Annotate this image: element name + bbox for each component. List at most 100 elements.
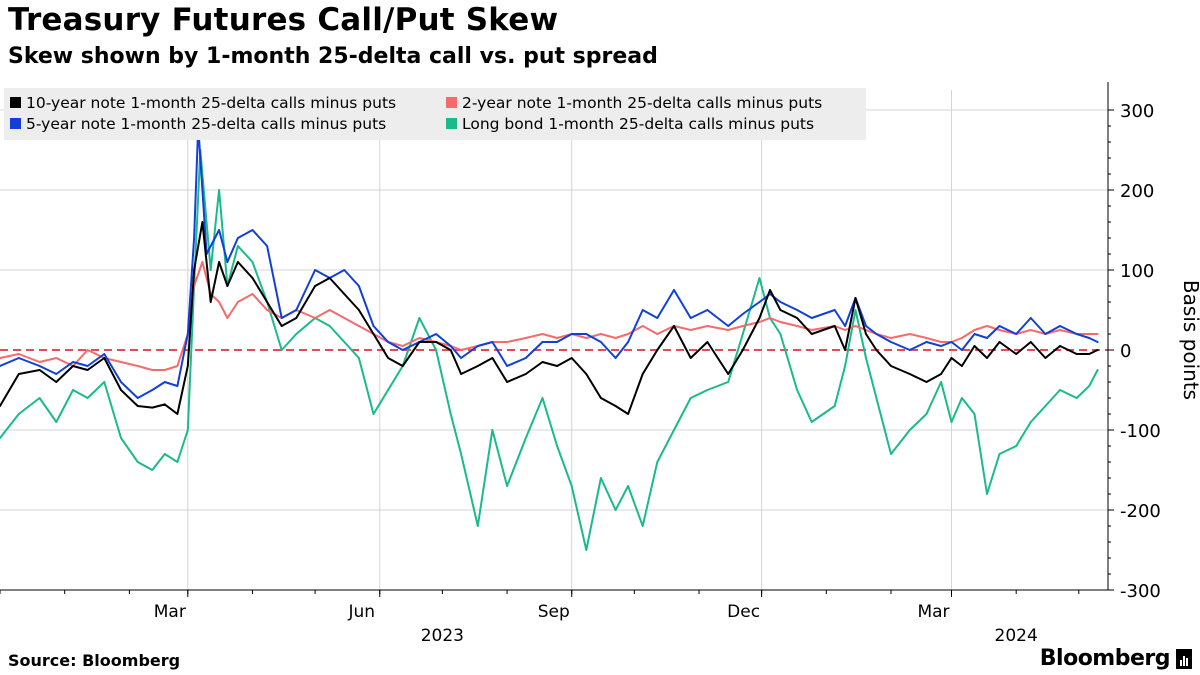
series-line-two-year (0, 261, 1099, 371)
data-point-five-year (600, 341, 602, 343)
data-point-long-bond (689, 397, 692, 399)
data-point-long-bond (890, 453, 892, 455)
data-point-long-bond (600, 477, 602, 479)
data-point-five-year (758, 301, 761, 303)
data-point-two-year (151, 369, 154, 371)
data-point-five-year (890, 341, 892, 343)
data-point-five-year (449, 345, 452, 347)
data-point-long-bond (1059, 389, 1061, 391)
data-point-two-year (779, 321, 782, 323)
data-point-long-bond (418, 317, 421, 319)
data-point-long-bond (103, 381, 106, 383)
source-note: Source: Bloomberg (8, 651, 181, 670)
data-point-long-bond (810, 421, 813, 423)
data-point-ten-year (201, 221, 204, 223)
legend-label-two-year: 2-year note 1-month 25-delta calls minus… (462, 94, 822, 112)
data-point-ten-year (627, 413, 629, 415)
data-point-long-bond (387, 389, 389, 391)
data-point-ten-year (136, 405, 139, 407)
data-point-five-year (1059, 325, 1061, 327)
data-point-ten-year (950, 357, 953, 359)
data-point-five-year (961, 349, 963, 351)
data-point-long-bond (17, 413, 20, 415)
data-point-five-year (541, 341, 544, 343)
series-line-long-bond (0, 149, 1099, 551)
y-tick-label: -100 (1120, 421, 1161, 442)
data-point-long-bond (950, 421, 953, 423)
data-point-long-bond (854, 309, 857, 311)
legend-label-long-bond: Long bond 1-month 25-delta calls minus p… (462, 115, 814, 133)
data-point-ten-year (689, 357, 692, 359)
data-point-ten-year (769, 289, 771, 291)
data-point-five-year (460, 357, 462, 359)
data-point-two-year (844, 329, 846, 331)
data-point-ten-year (449, 349, 452, 351)
data-point-two-year (176, 365, 179, 367)
y-tick-label: 0 (1120, 341, 1131, 362)
data-point-five-year (295, 309, 298, 311)
data-point-five-year (1015, 333, 1018, 335)
data-point-five-year (72, 361, 74, 363)
data-point-long-bond (1044, 405, 1047, 407)
data-point-ten-year (706, 341, 709, 343)
data-point-long-bond (641, 525, 644, 527)
data-point-five-year (86, 365, 89, 367)
data-point-five-year (491, 341, 494, 343)
data-point-two-year (1029, 329, 1032, 331)
data-point-five-year (103, 353, 106, 355)
data-point-long-bond (1096, 369, 1099, 371)
data-point-five-year (833, 309, 836, 311)
data-point-five-year (186, 333, 189, 335)
data-point-five-year (136, 397, 139, 399)
data-point-two-year (1096, 333, 1099, 335)
data-point-long-bond (524, 437, 527, 439)
data-point-ten-year (556, 365, 558, 367)
data-point-long-bond (673, 429, 675, 431)
data-point-five-year (176, 385, 179, 387)
data-point-five-year (950, 341, 953, 343)
data-point-ten-year (940, 373, 942, 375)
data-point-ten-year (387, 357, 389, 359)
data-point-two-year (796, 325, 798, 327)
data-point-long-bond (758, 277, 761, 279)
data-point-five-year (358, 285, 360, 287)
legend-label-five-year: 5-year note 1-month 25-delta calls minus… (26, 115, 386, 133)
data-point-two-year (120, 361, 122, 363)
data-point-two-year (506, 341, 508, 343)
data-point-long-bond (865, 357, 867, 359)
data-point-ten-year (961, 365, 963, 367)
data-point-long-bond (908, 429, 911, 431)
data-point-two-year (758, 321, 761, 323)
data-point-two-year (163, 369, 166, 371)
data-point-two-year (17, 353, 20, 355)
data-point-ten-year (758, 317, 761, 319)
legend-background (4, 88, 866, 140)
data-point-five-year (193, 237, 196, 239)
data-point-ten-year (295, 317, 298, 319)
data-point-ten-year (641, 373, 644, 375)
data-point-two-year (0, 357, 1, 359)
data-point-ten-year (120, 389, 122, 391)
data-point-five-year (998, 325, 1001, 327)
data-point-long-bond (796, 389, 798, 391)
data-point-two-year (925, 337, 928, 339)
data-point-two-year (810, 329, 813, 331)
data-point-long-bond (55, 421, 58, 423)
data-point-ten-year (656, 349, 659, 351)
data-point-ten-year (103, 357, 106, 359)
data-point-ten-year (0, 405, 1, 407)
data-point-five-year (689, 317, 692, 319)
data-point-five-year (844, 325, 846, 327)
data-point-ten-year (833, 325, 836, 327)
data-point-five-year (163, 381, 166, 383)
data-point-two-year (266, 309, 268, 311)
data-point-long-bond (741, 333, 744, 335)
data-point-ten-year (986, 357, 988, 359)
data-point-ten-year (328, 277, 331, 279)
data-point-two-year (1088, 333, 1091, 335)
data-point-long-bond (163, 453, 166, 455)
data-point-ten-year (925, 381, 928, 383)
y-tick-label: -200 (1120, 501, 1161, 522)
data-point-two-year (358, 325, 360, 327)
